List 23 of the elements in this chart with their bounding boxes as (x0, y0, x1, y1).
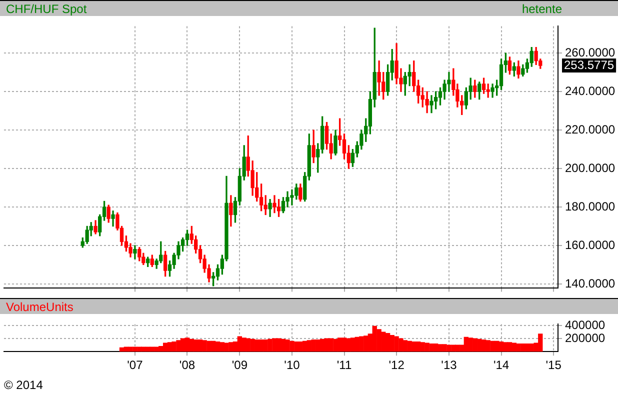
text: hetente (522, 2, 562, 16)
x-tick-label: '13 (441, 358, 458, 372)
x-tick-label: '12 (388, 358, 405, 372)
x-tick-label: '07 (127, 358, 144, 372)
y-tick-label: 220.0000 (565, 122, 616, 136)
y-tick-label: 180.0000 (565, 199, 616, 214)
y-tick-label: 200000 (565, 330, 606, 345)
y-tick-label: 240.0000 (565, 84, 616, 98)
x-tick-label: '10 (284, 358, 300, 372)
x-tick-label: '14 (493, 358, 510, 372)
y-tick-label: 160.0000 (565, 238, 616, 252)
chart-title: CHF/HUF Spot (6, 2, 87, 16)
y-tick-label: 200.0000 (565, 160, 616, 175)
text: © 2014 (3, 377, 44, 394)
y-tick-label: 140.0000 (565, 276, 616, 290)
chart-title: VolumeUnits (6, 300, 74, 314)
x-tick-label: '11 (336, 358, 352, 372)
text: 253.5775 (564, 58, 614, 72)
x-tick-label: '15 (546, 358, 562, 372)
x-tick-label: '08 (179, 358, 196, 372)
x-tick-label: '09 (232, 358, 248, 372)
y-tick-label: 260.0000 (565, 45, 616, 60)
y-tick-label: 400000 (565, 318, 606, 332)
